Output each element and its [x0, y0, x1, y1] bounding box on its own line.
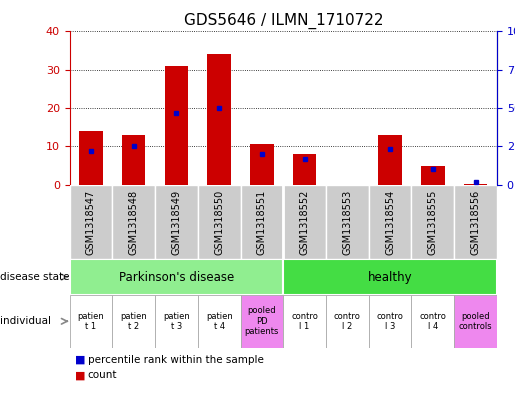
Bar: [122, 135, 145, 185]
Text: patien
t 2: patien t 2: [121, 312, 147, 331]
Bar: [454, 185, 497, 259]
Bar: [198, 295, 241, 348]
Bar: [293, 154, 316, 185]
Bar: [369, 295, 411, 348]
Text: ■: ■: [75, 370, 85, 380]
Text: GSM1318551: GSM1318551: [257, 189, 267, 255]
Bar: [241, 185, 283, 259]
Bar: [79, 131, 102, 185]
Text: pooled
controls: pooled controls: [459, 312, 492, 331]
Bar: [241, 295, 283, 348]
Bar: [70, 259, 283, 295]
Text: patien
t 3: patien t 3: [163, 312, 190, 331]
Text: GSM1318552: GSM1318552: [300, 189, 310, 255]
Bar: [208, 55, 231, 185]
Text: ■: ■: [75, 354, 85, 365]
Text: contro
l 2: contro l 2: [334, 312, 361, 331]
Bar: [283, 185, 326, 259]
Bar: [283, 259, 497, 295]
Bar: [70, 185, 112, 259]
Bar: [421, 165, 444, 185]
Text: patien
t 4: patien t 4: [206, 312, 232, 331]
Text: disease state: disease state: [0, 272, 70, 282]
Bar: [112, 185, 155, 259]
Bar: [369, 185, 411, 259]
Text: pooled
PD
patients: pooled PD patients: [245, 307, 279, 336]
Bar: [326, 185, 369, 259]
Title: GDS5646 / ILMN_1710722: GDS5646 / ILMN_1710722: [183, 13, 383, 29]
Bar: [411, 185, 454, 259]
Text: count: count: [88, 370, 117, 380]
Text: patien
t 1: patien t 1: [78, 312, 104, 331]
Text: GSM1318556: GSM1318556: [471, 189, 480, 255]
Bar: [283, 295, 326, 348]
Bar: [155, 185, 198, 259]
Bar: [379, 135, 402, 185]
Bar: [464, 184, 487, 185]
Text: GSM1318555: GSM1318555: [428, 189, 438, 255]
Text: percentile rank within the sample: percentile rank within the sample: [88, 354, 264, 365]
Text: contro
l 1: contro l 1: [291, 312, 318, 331]
Text: GSM1318553: GSM1318553: [342, 189, 352, 255]
Bar: [454, 295, 497, 348]
Text: contro
l 3: contro l 3: [376, 312, 404, 331]
Bar: [165, 66, 188, 185]
Text: GSM1318547: GSM1318547: [86, 189, 96, 255]
Bar: [112, 295, 155, 348]
Text: GSM1318549: GSM1318549: [171, 189, 181, 255]
Text: Parkinson's disease: Parkinson's disease: [119, 270, 234, 284]
Text: GSM1318548: GSM1318548: [129, 189, 139, 255]
Text: healthy: healthy: [368, 270, 413, 284]
Text: contro
l 4: contro l 4: [419, 312, 447, 331]
Text: GSM1318554: GSM1318554: [385, 189, 395, 255]
Bar: [250, 145, 273, 185]
Text: GSM1318550: GSM1318550: [214, 189, 224, 255]
Bar: [198, 185, 241, 259]
Bar: [155, 295, 198, 348]
Bar: [411, 295, 454, 348]
Bar: [70, 295, 112, 348]
Bar: [326, 295, 369, 348]
Text: individual: individual: [0, 316, 51, 326]
